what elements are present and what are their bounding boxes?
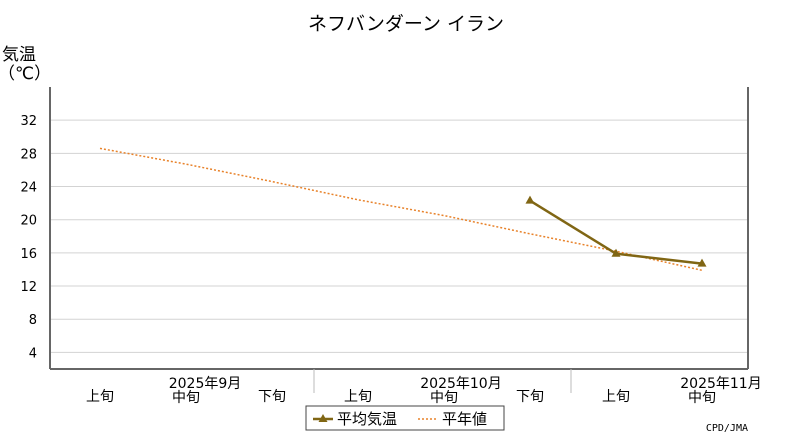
x-period-label: 上旬 [344, 389, 372, 405]
mean-temp-point [611, 248, 621, 257]
plot-frame [49, 87, 749, 393]
legend-box [305, 405, 505, 431]
legend-label-mean-temp: 平均気温 [337, 410, 397, 428]
x-period-label: 上旬 [602, 389, 630, 405]
legend-marker-mean-temp [318, 414, 328, 422]
x-period-label: 中旬 [172, 390, 200, 406]
x-period-label: 下旬 [516, 389, 544, 405]
x-month-label: 2025年11月 [680, 376, 761, 392]
y-tick-labels: 4 8 12 16 20 24 28 32 [20, 114, 37, 361]
y-tick-label: 20 [20, 214, 37, 229]
chart-title: ネフバンダーン イラン [308, 13, 504, 35]
x-month-label: 2025年9月 [169, 376, 242, 392]
x-period-label: 上旬 [86, 389, 114, 405]
y-tick-label: 16 [20, 247, 37, 262]
x-period-label: 中旬 [688, 390, 716, 406]
y-tick-label: 28 [20, 147, 37, 162]
y-tick-label: 32 [20, 114, 37, 129]
y-axis-label: 気温 [2, 45, 36, 65]
x-period-label: 中旬 [430, 390, 458, 406]
y-axis-unit: （℃） [0, 64, 51, 84]
credit-label: CPD/JMA [706, 423, 748, 434]
mean-temp-point [697, 258, 707, 267]
y-tick-label: 12 [20, 280, 37, 295]
y-tick-label: 8 [29, 313, 37, 328]
x-month-label: 2025年10月 [420, 376, 501, 392]
legend: 平均気温 平年値 [305, 405, 505, 431]
grid-lines [50, 119, 748, 353]
legend-label-normal: 平年値 [442, 410, 487, 428]
mean-temp-point [525, 195, 535, 204]
y-tick-label: 24 [20, 181, 37, 196]
y-tick-label: 4 [29, 346, 37, 361]
x-period-label: 下旬 [258, 389, 286, 405]
series-layer [99, 147, 707, 272]
